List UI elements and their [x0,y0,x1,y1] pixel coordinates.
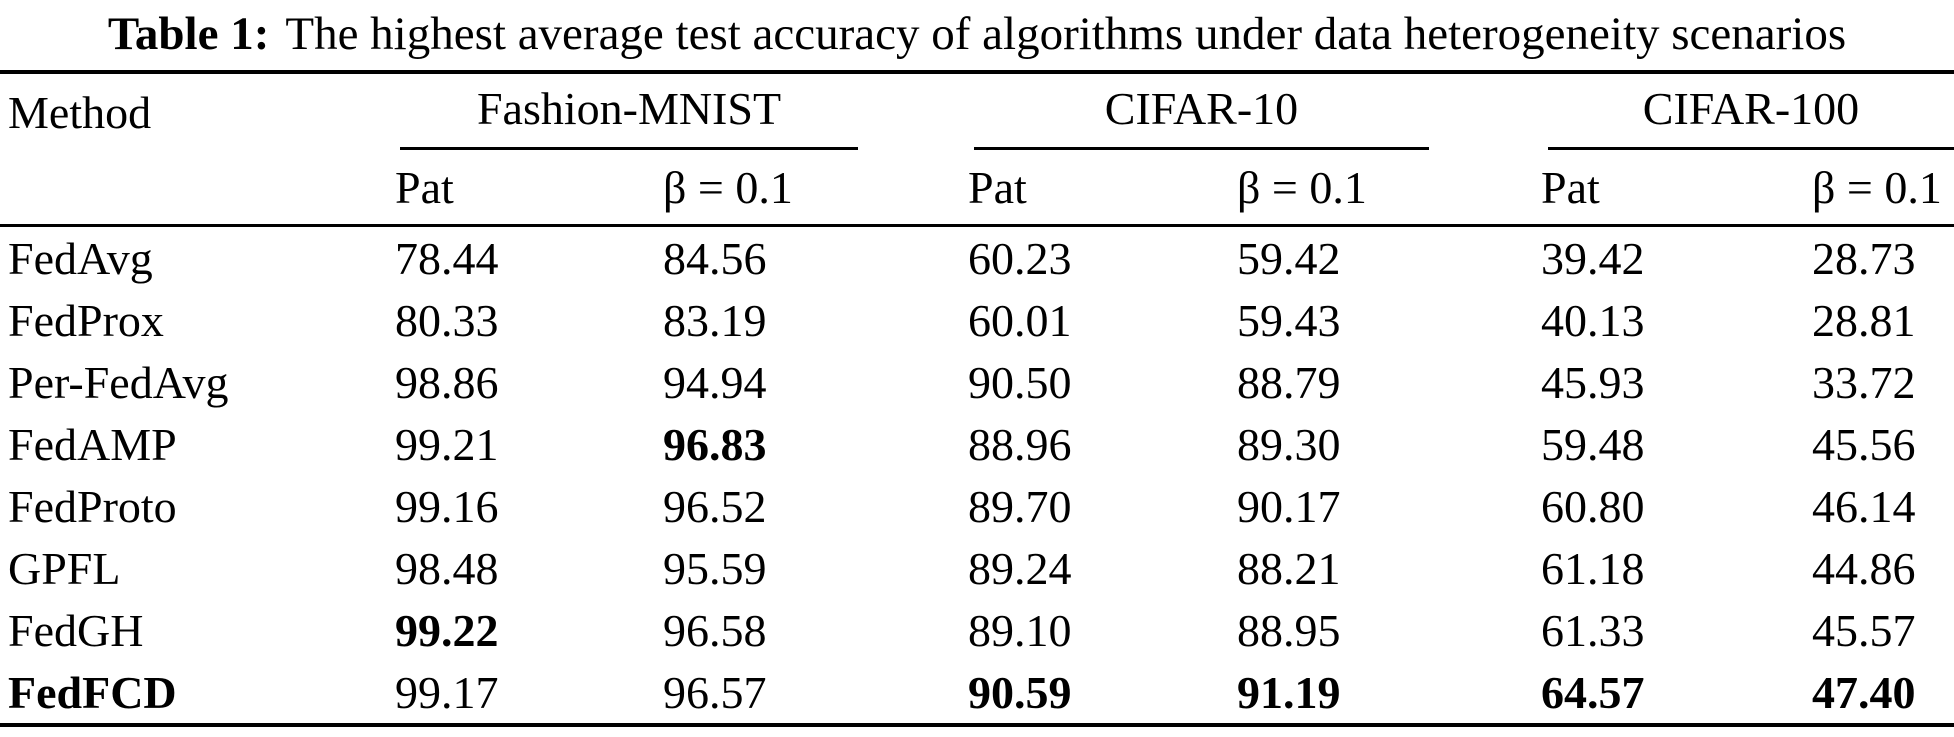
value-cell: 59.48 [1541,418,1645,470]
value-cell: 83.19 [663,294,767,346]
value-cell: 84.56 [663,232,767,284]
value-cell: 96.57 [663,666,767,718]
value-cell: 88.95 [1237,604,1341,656]
method-cell: FedGH [8,604,144,656]
value-cell: 45.56 [1812,418,1916,470]
top-rule [0,70,1954,74]
method-cell: GPFL [8,542,121,594]
value-cell: 47.40 [1812,666,1916,718]
value-cell: 89.70 [968,480,1072,532]
value-cell: 40.13 [1541,294,1645,346]
value-cell: 90.17 [1237,480,1341,532]
value-cell: 99.22 [395,604,499,656]
cmidrule-cifar-100 [1548,147,1954,150]
subcol-header-beta: β = 0.1 [663,161,793,213]
group-header-row: Method Fashion-MNIST CIFAR-10 CIFAR-100 [0,74,1954,150]
caption-label: Table 1: [107,8,270,60]
value-cell: 98.48 [395,542,499,594]
subcol-header-pat: Pat [968,161,1027,213]
value-cell: 88.21 [1237,542,1341,594]
subcol-header-pat: Pat [395,161,454,213]
table-body: FedAvg 78.44 84.56 60.23 59.42 39.42 28.… [0,227,1954,723]
value-cell: 90.59 [968,666,1072,718]
subcol-header-beta: β = 0.1 [1812,161,1942,213]
value-cell: 99.16 [395,480,499,532]
value-cell: 61.18 [1541,542,1645,594]
value-cell: 78.44 [395,232,499,284]
value-cell: 89.30 [1237,418,1341,470]
method-cell: FedProto [8,480,177,532]
cmidrule-fashion-mnist [400,147,858,150]
subcol-header-beta: β = 0.1 [1237,161,1367,213]
method-cell: FedFCD [8,666,177,718]
value-cell: 96.58 [663,604,767,656]
value-cell: 96.83 [663,418,767,470]
value-cell: 46.14 [1812,480,1916,532]
value-cell: 89.24 [968,542,1072,594]
value-cell: 91.19 [1237,666,1341,718]
header-rule [0,224,1954,227]
value-cell: 96.52 [663,480,767,532]
group-header-fashion-mnist: Fashion-MNIST [395,74,968,150]
value-cell: 60.01 [968,294,1072,346]
value-cell: 94.94 [663,356,767,408]
value-cell: 88.79 [1237,356,1341,408]
caption-text: The highest average test accuracy of alg… [285,8,1847,60]
cmidrule-cifar-10 [974,147,1429,150]
subcolumn-header-row: Pat β = 0.1 Pat β = 0.1 Pat β = 0.1 [0,150,1954,224]
value-cell: 39.42 [1541,232,1645,284]
value-cell: 45.93 [1541,356,1645,408]
group-header-cifar-10: CIFAR-10 [968,74,1541,150]
method-column-header: Method [8,86,152,138]
group-header-cifar-100: CIFAR-100 [1541,74,1954,150]
value-cell: 89.10 [968,604,1072,656]
method-cell: Per-FedAvg [8,356,229,408]
group-name: CIFAR-10 [1104,82,1299,134]
value-cell: 45.57 [1812,604,1916,656]
table-caption: Table 1: The highest average test accura… [0,0,1954,68]
bottom-rule [0,723,1954,727]
value-cell: 64.57 [1541,666,1645,718]
value-cell: 99.21 [395,418,499,470]
value-cell: 88.96 [968,418,1072,470]
value-cell: 28.81 [1812,294,1916,346]
value-cell: 90.50 [968,356,1072,408]
value-cell: 59.43 [1237,294,1341,346]
value-cell: 44.86 [1812,542,1916,594]
value-cell: 59.42 [1237,232,1341,284]
method-cell: FedAvg [8,232,153,284]
value-cell: 60.23 [968,232,1072,284]
subcol-header-pat: Pat [1541,161,1600,213]
value-cell: 33.72 [1812,356,1916,408]
value-cell: 80.33 [395,294,499,346]
value-cell: 99.17 [395,666,499,718]
value-cell: 95.59 [663,542,767,594]
empty-header-cell [0,150,395,224]
group-name: Fashion-MNIST [476,82,782,134]
value-cell: 60.80 [1541,480,1645,532]
value-cell: 28.73 [1812,232,1916,284]
value-cell: 98.86 [395,356,499,408]
group-name: CIFAR-100 [1642,82,1860,134]
method-cell: FedAMP [8,418,177,470]
value-cell: 61.33 [1541,604,1645,656]
method-cell: FedProx [8,294,164,346]
